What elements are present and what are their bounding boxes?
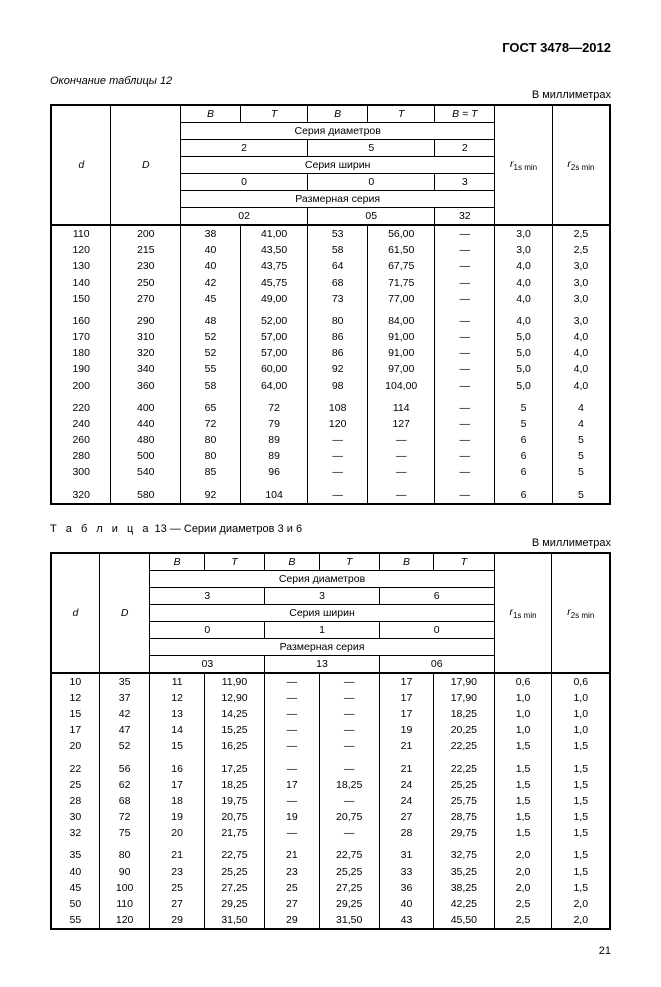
table-row: 170310 5257,00 8691,00 — 5,04,0 [51,329,610,345]
table-row: 1035 1111,90 —— 1717,90 0,60,6 [51,673,610,690]
table-row: 320580 92104 —— — 65 [51,487,610,504]
table-row: 160290 4852,00 8084,00 — 4,03,0 [51,313,610,329]
col-r2: r2s min [552,553,610,673]
page-number: 21 [50,945,611,957]
table-row: 55120 2931,50 2931,50 4345,50 2,52,0 [51,912,610,929]
table-row: 120215 4043,50 5861,50 — 3,02,5 [51,242,610,258]
col-r1: r1s min [495,105,553,225]
table-row: 3580 2122,75 2122,75 3132,75 2,01,5 [51,847,610,863]
table-row: 140250 4245,75 6871,75 — 4,03,0 [51,275,610,291]
table-row: 2256 1617,25 —— 2122,25 1,51,5 [51,761,610,777]
table-row: 190340 5560,00 9297,00 — 5,04,0 [51,361,610,377]
table-row: 1237 1212,90 —— 1717,90 1,01,0 [51,690,610,706]
table-row: 50110 2729,25 2729,25 4042,25 2,52,0 [51,896,610,912]
col-D: D [111,105,181,225]
table-row: 220400 6572 108114 — 54 [51,400,610,416]
table-row: 180320 5257,00 8691,00 — 5,04,0 [51,345,610,361]
table-row: 240440 7279 120127 — 54 [51,416,610,432]
col-d: d [51,553,99,673]
table13: d D BT BT BT r1s min r2s min Серия диаме… [50,552,611,931]
table12: d D BT BT B = T r1s min r2s min Серия ди… [50,104,611,505]
table-row: 2052 1516,25 —— 2122,25 1,51,5 [51,738,610,754]
table12-units: В миллиметрах [50,89,611,101]
table-row: 150270 4549,00 7377,00 — 4,03,0 [51,291,610,307]
table13-units: В миллиметрах [50,537,611,549]
table-row: 200360 5864,00 98104,00 — 5,04,0 [51,378,610,394]
table13-caption: Т а б л и ц а 13 — Серии диаметров 3 и 6 [50,523,611,535]
table-row: 1747 1415,25 —— 1920,25 1,01,0 [51,722,610,738]
table-row: 260480 8089 —— — 65 [51,432,610,448]
table-row: 3275 2021,75 —— 2829,75 1,51,5 [51,825,610,841]
col-D: D [99,553,150,673]
table-row: 110200 3841,00 5356,00 — 3,02,5 [51,225,610,242]
col-d: d [51,105,111,225]
document-title: ГОСТ 3478—2012 [50,40,611,55]
table-row: 130230 4043,75 6467,75 — 4,03,0 [51,258,610,274]
table-row: 2562 1718,25 1718,25 2425,25 1,51,5 [51,777,610,793]
table-row: 4090 2325,25 2325,25 3335,25 2,01,5 [51,864,610,880]
table-row: 280500 8089 —— — 65 [51,448,610,464]
table-row: 3072 1920,75 1920,75 2728,75 1,51,5 [51,809,610,825]
table-row: 1542 1314,25 —— 1718,25 1,01,0 [51,706,610,722]
table-row: 45100 2527,25 2527,25 3638,25 2,01,5 [51,880,610,896]
table12-caption: Окончание таблицы 12 [50,75,611,87]
col-r1: r1s min [494,553,552,673]
col-r2: r2s min [552,105,610,225]
table-row: 2868 1819,75 —— 2425,75 1,51,5 [51,793,610,809]
table-row: 300540 8596 —— — 65 [51,464,610,480]
